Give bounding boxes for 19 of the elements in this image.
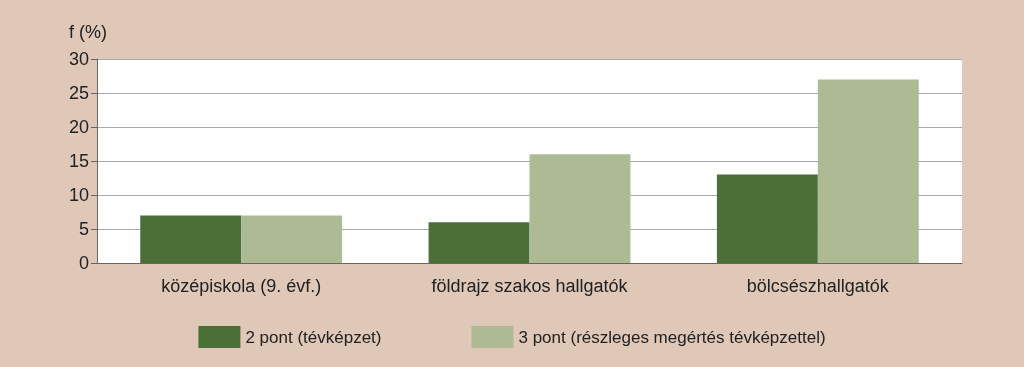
- bar: [817, 79, 919, 263]
- legend-label: 3 pont (részleges megértés tévképzettel): [518, 327, 826, 347]
- x-tick-label: földrajz szakos hallgatók: [431, 276, 629, 296]
- bar: [241, 215, 343, 263]
- bar: [716, 174, 818, 263]
- y-tick-label: 0: [78, 253, 89, 273]
- bar: [529, 154, 631, 263]
- y-tick-label: 25: [68, 83, 89, 103]
- y-tick-label: 10: [68, 185, 89, 205]
- bar: [428, 222, 530, 263]
- y-tick-label: 20: [68, 117, 89, 137]
- legend-label: 2 pont (tévképzet): [245, 327, 382, 347]
- y-tick-label: 5: [78, 219, 89, 239]
- bar: [140, 215, 242, 263]
- x-tick-label: középiskola (9. évf.): [161, 276, 322, 296]
- y-tick-label: 30: [68, 49, 89, 69]
- y-tick-label: 15: [68, 151, 89, 171]
- y-axis-title: f (%): [69, 22, 107, 42]
- x-tick-label: bölcsészhallgatók: [746, 276, 890, 296]
